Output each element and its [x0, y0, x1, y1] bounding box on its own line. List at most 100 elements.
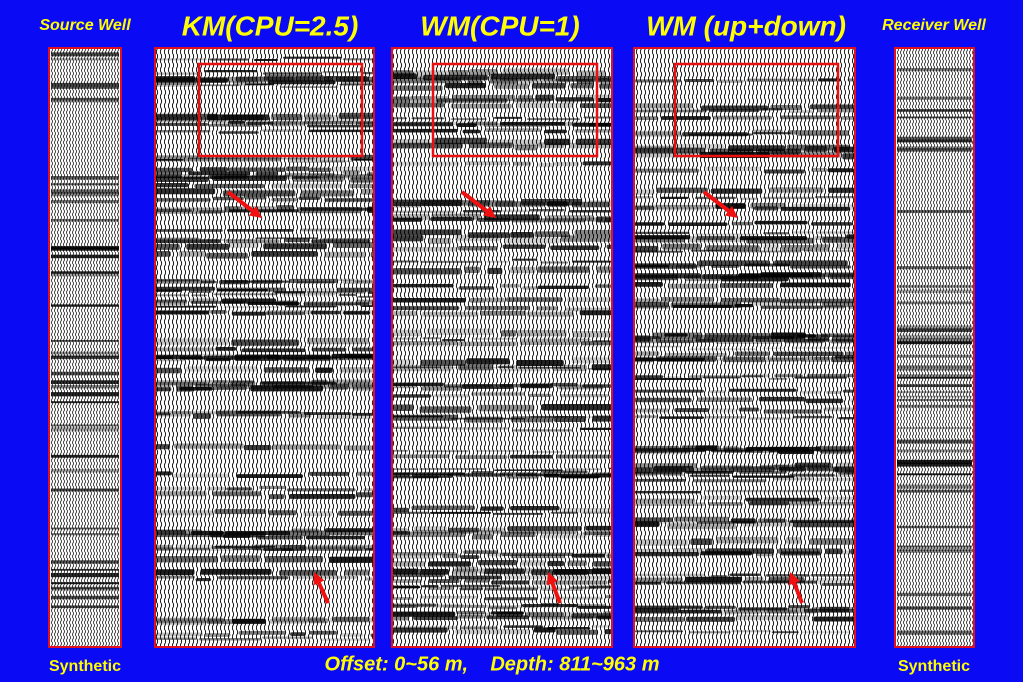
reflector — [583, 531, 612, 536]
reflector — [290, 357, 344, 361]
reflector — [651, 332, 703, 339]
reflector — [469, 69, 499, 76]
panel-border — [894, 47, 975, 648]
reflector — [490, 73, 556, 80]
reflector — [211, 121, 247, 125]
reflector — [765, 356, 800, 363]
reflector — [200, 280, 218, 284]
arrow-head — [248, 205, 262, 218]
reflector — [634, 302, 669, 308]
reflector — [763, 409, 823, 414]
reflector — [478, 568, 548, 574]
reflector — [531, 83, 566, 89]
reflector — [215, 346, 237, 351]
reflector — [293, 575, 358, 579]
reflector — [271, 183, 343, 188]
reflector — [494, 83, 529, 89]
reflector — [51, 392, 119, 397]
reflector — [495, 201, 545, 207]
reflector — [565, 307, 612, 312]
reflector — [232, 547, 262, 550]
reflector — [634, 448, 668, 453]
reflector — [276, 300, 299, 306]
reflector — [472, 533, 494, 540]
reflector — [303, 301, 354, 307]
reflector — [246, 121, 274, 125]
reflector — [155, 569, 195, 576]
reflector — [704, 416, 747, 419]
reflector — [278, 569, 337, 576]
reflector — [634, 408, 670, 413]
reflector — [354, 158, 374, 161]
reflector — [155, 487, 202, 491]
reflector — [574, 229, 612, 236]
reflector — [392, 551, 457, 556]
reflector — [155, 81, 197, 86]
reflector — [634, 577, 683, 584]
reflector — [367, 291, 374, 294]
reflector — [506, 297, 563, 302]
reflector — [343, 381, 371, 385]
reflector — [155, 619, 207, 625]
reflector — [634, 389, 705, 393]
reflector — [155, 444, 171, 450]
reflector — [589, 585, 612, 589]
reflector — [544, 129, 567, 134]
reflector — [484, 597, 538, 601]
reflector — [51, 568, 119, 571]
reflector — [342, 279, 374, 284]
reflector — [484, 568, 525, 575]
reflector — [526, 118, 581, 121]
reflector — [788, 501, 855, 506]
reflector — [51, 52, 119, 57]
reflector — [707, 502, 743, 506]
reflector — [522, 286, 538, 290]
reflector — [702, 495, 742, 500]
reflector — [392, 210, 456, 214]
reflector — [272, 444, 341, 450]
reflector — [717, 79, 744, 83]
reflector — [392, 426, 449, 429]
reflector — [754, 206, 779, 211]
reflector — [433, 394, 470, 398]
reflector — [465, 161, 510, 166]
reflector — [763, 232, 790, 235]
reflector — [51, 176, 119, 180]
reflector — [290, 632, 306, 637]
reflector — [684, 275, 721, 282]
reflector — [506, 474, 539, 479]
reflector — [392, 217, 423, 222]
arrow-shaft — [549, 578, 562, 604]
reflector — [392, 341, 458, 346]
reflector — [514, 144, 537, 151]
reflector — [813, 357, 831, 361]
reflector — [285, 166, 309, 172]
reflector — [465, 306, 530, 310]
reflector — [310, 310, 341, 315]
reflector — [412, 529, 452, 534]
reflector — [467, 232, 510, 238]
reflector — [738, 607, 788, 611]
reflector — [392, 554, 436, 559]
reflector — [155, 310, 228, 314]
reflector — [897, 96, 972, 100]
reflector — [392, 202, 421, 208]
reflector — [306, 337, 370, 345]
reflector — [634, 147, 706, 154]
reflector — [809, 538, 855, 545]
reflector — [268, 494, 285, 500]
reflector — [486, 552, 508, 557]
reflector — [180, 356, 204, 360]
reflector — [392, 235, 424, 242]
reflector — [193, 413, 212, 419]
reflector — [780, 298, 855, 304]
reflector — [392, 626, 459, 629]
reflector — [502, 68, 570, 75]
reflector — [321, 238, 374, 240]
reflector — [597, 77, 612, 83]
reflector — [897, 606, 972, 610]
reflector — [839, 489, 855, 493]
reflector — [456, 123, 477, 127]
reflector — [731, 204, 747, 209]
reflector — [794, 462, 832, 468]
